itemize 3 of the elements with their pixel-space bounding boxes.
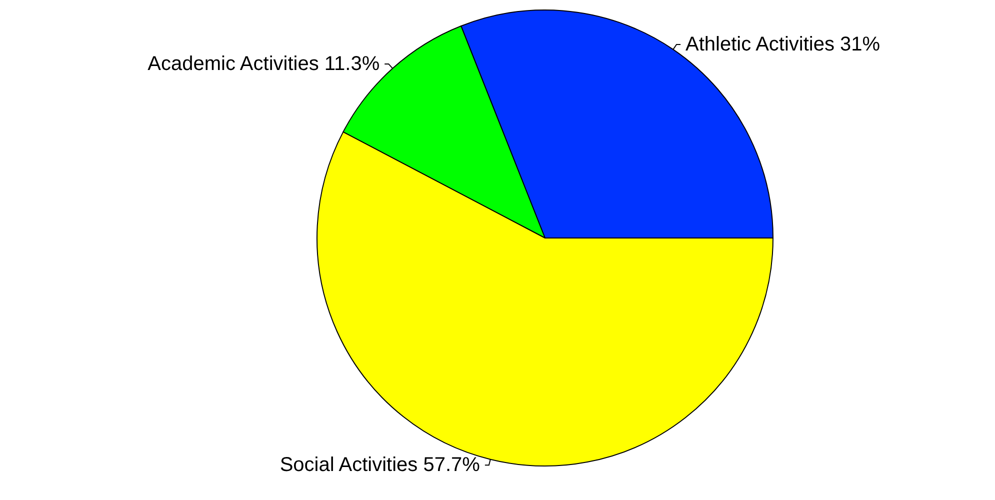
slice-label: Athletic Activities 31%: [686, 33, 880, 56]
slice-label: Academic Activities 11.3%: [148, 52, 380, 75]
slice-label: Social Activities 57.7%: [280, 454, 480, 476]
